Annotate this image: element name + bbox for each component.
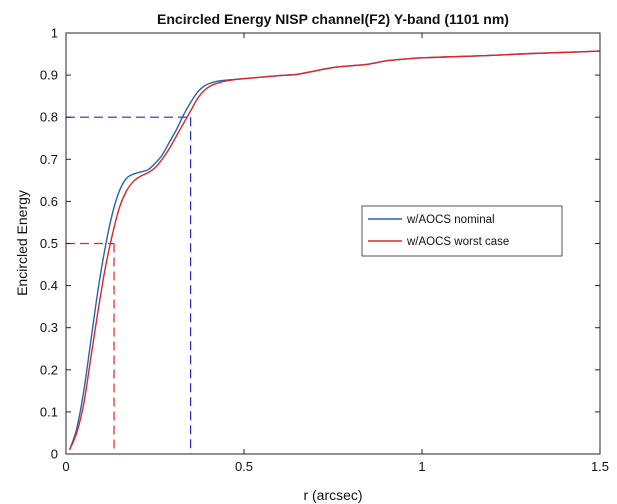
series-line-1 (68, 50, 601, 451)
y-tick-label: 0.5 (40, 236, 58, 251)
legend: w/AOCS nominal w/AOCS worst case (361, 205, 563, 257)
x-tick-label: 1 (418, 459, 425, 474)
y-tick-label: 0.7 (40, 152, 58, 167)
chart-title: Encircled Energy NISP channel(F2) Y-band… (157, 11, 509, 27)
y-tick-label: 0 (51, 447, 58, 462)
y-tick-label: 0.9 (40, 68, 58, 83)
legend-label-nominal: w/AOCS nominal (406, 214, 495, 226)
y-tick-label: 0.2 (40, 362, 58, 377)
series-lines (68, 50, 601, 451)
y-tick-label: 0.4 (40, 278, 58, 293)
x-tick-label: 1.5 (591, 459, 609, 474)
x-axis-label: r (arcsec) (303, 487, 362, 503)
y-tick-label: 0.8 (40, 110, 58, 125)
y-tick-label: 0.3 (40, 320, 58, 335)
y-tick-label: 1 (51, 26, 58, 41)
y-axis-label: Encircled Energy (14, 190, 30, 296)
axes: 0 0.5 1 1.5 0 0.1 0.2 0.3 0.4 0.5 0.6 0.7 0.8 0.9 1 (40, 26, 609, 475)
y-tick-label: 0.6 (40, 194, 58, 209)
y-tick-label: 0.1 (40, 404, 58, 419)
legend-box (361, 205, 563, 257)
x-tick-label: 0 (62, 459, 69, 474)
x-tick-label: 0.5 (235, 459, 253, 474)
legend-label-worst-case: w/AOCS worst case (406, 236, 509, 248)
reference-lines (66, 116, 192, 454)
